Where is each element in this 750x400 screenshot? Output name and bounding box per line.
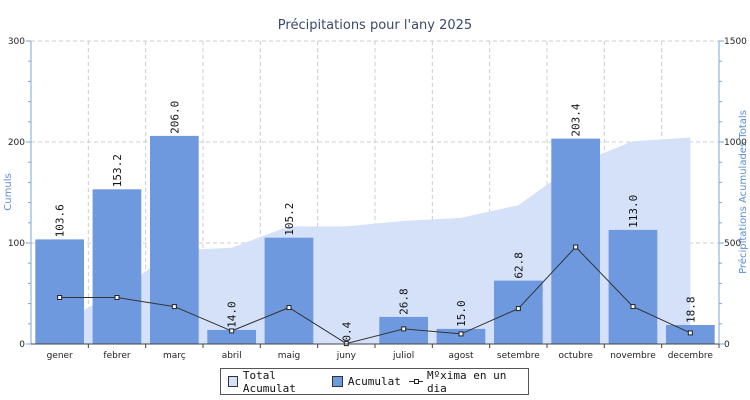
bar-abril (207, 329, 256, 344)
y-tick-label-left: 0 (19, 340, 25, 350)
max-day-point (573, 244, 579, 250)
y-tick-label-left: 100 (8, 239, 25, 249)
y-tick-label-right: 1500 (724, 37, 747, 47)
max-day-polyline (59, 246, 691, 345)
y-tick-label-left: 200 (8, 138, 25, 148)
y-tick-label-right: 1000 (724, 138, 747, 148)
legend-swatch-monthly (331, 376, 343, 387)
bar-maig (264, 237, 314, 344)
x-tick-label: octubre (558, 351, 593, 361)
x-tick-label: abril (222, 351, 242, 361)
bars (35, 135, 715, 344)
bar-agost (436, 328, 486, 344)
bar-value-label: 203.4 (570, 103, 583, 136)
bar-value-label: 18.8 (684, 297, 697, 324)
legend-item-max: Mºxima en un dia (408, 368, 520, 395)
max-day-point (229, 328, 235, 334)
bar-value-label: 26.8 (398, 288, 411, 315)
legend-label-total: Total Acumulat (242, 368, 296, 395)
max-day-point (57, 295, 63, 300)
data-labels: 103.6 153.2 206.0 14.0 105.2 0.4 26.8 15.0 62.8 2… (54, 101, 698, 342)
bar-value-label: 14.0 (226, 301, 239, 328)
bar-gener (35, 239, 84, 344)
x-tick-label: gener (47, 351, 73, 361)
max-day-point (286, 305, 292, 311)
x-tick-label: agost (449, 351, 474, 361)
max-day-point (458, 331, 464, 337)
bar-octubre (551, 138, 600, 344)
bar-novembre (608, 229, 658, 344)
legend-item-monthly: Acumulat (331, 375, 401, 388)
max-day-point (114, 295, 120, 300)
bar-value-label: 206.0 (168, 101, 181, 134)
legend-item-total: Total Acumulat (228, 369, 324, 395)
x-tick-label: març (163, 351, 186, 361)
max-day-point (515, 306, 521, 312)
x-tick-label: decembre (668, 351, 714, 361)
x-tick-label: setembre (497, 351, 540, 361)
legend-line-marker (408, 376, 423, 387)
legend-swatch-total (228, 376, 238, 387)
bar-value-label: 113.0 (627, 195, 640, 228)
max-day-line (57, 244, 693, 347)
y-axis-right-title: Précipitations Acumulades Totals (737, 110, 749, 274)
legend-label-max: Mºxima en un dia (426, 368, 507, 395)
axes: 0 100 200 300 0 500 1000 1500 gener febrer març abr… (8, 37, 747, 361)
legend-label-monthly: Acumulat (347, 375, 401, 388)
max-day-point (687, 330, 693, 336)
y-axis-left-title: Cumuls (3, 173, 14, 210)
bar-febrer (92, 189, 142, 344)
bar-value-label: 105.2 (283, 203, 296, 236)
max-day-point (630, 304, 636, 310)
x-tick-label: juliol (392, 351, 414, 361)
y-tick-label-left: 300 (8, 37, 25, 47)
bar-value-label: 153.2 (111, 154, 124, 187)
max-day-point (171, 304, 177, 310)
bar-value-label: 15.0 (455, 300, 468, 327)
x-tick-label: juny (336, 351, 357, 361)
bar-març (150, 135, 199, 344)
x-tick-label: febrer (103, 351, 130, 361)
x-tick-label: maig (278, 351, 301, 361)
x-tick-label: novembre (610, 351, 656, 361)
legend: Total Acumulat Acumulat Mºxima en un dia (220, 368, 529, 395)
chart-title: Précipitations pour l'any 2025 (278, 18, 472, 33)
y-tick-label-right: 500 (724, 239, 741, 249)
max-day-point (401, 326, 407, 332)
bar-value-label: 103.6 (54, 204, 67, 237)
y-tick-label-right: 0 (724, 340, 730, 350)
bar-value-label: 62.8 (512, 252, 525, 279)
bar-value-label: 0.4 (340, 321, 353, 341)
